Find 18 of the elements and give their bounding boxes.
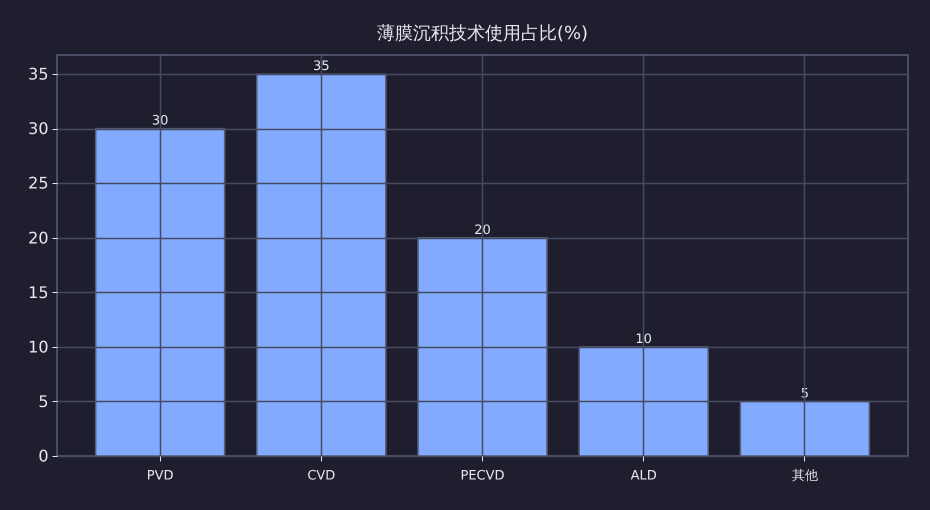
y-tick-label: 10: [28, 337, 48, 356]
y-tick-label: 25: [28, 174, 48, 193]
y-tick-label: 30: [28, 119, 48, 138]
x-tick-label: ALD: [630, 468, 657, 484]
x-tick-label: CVD: [307, 468, 336, 484]
y-tick-label: 35: [28, 64, 48, 84]
x-tick-label: PVD: [146, 468, 174, 484]
y-tick-label: 5: [38, 392, 48, 411]
y-tick-label: 20: [28, 228, 48, 248]
data-label: 30: [152, 114, 168, 129]
chart-title: 薄膜沉积技术使用占比(%): [376, 23, 588, 44]
data-label: 20: [474, 222, 491, 238]
data-label: 35: [313, 59, 330, 74]
data-label: 10: [635, 332, 652, 347]
y-tick-label: 0: [38, 446, 48, 466]
x-tick-label: 其他: [792, 468, 818, 484]
x-tick-label: PECVD: [460, 468, 505, 484]
y-tick-label: 15: [28, 282, 48, 302]
